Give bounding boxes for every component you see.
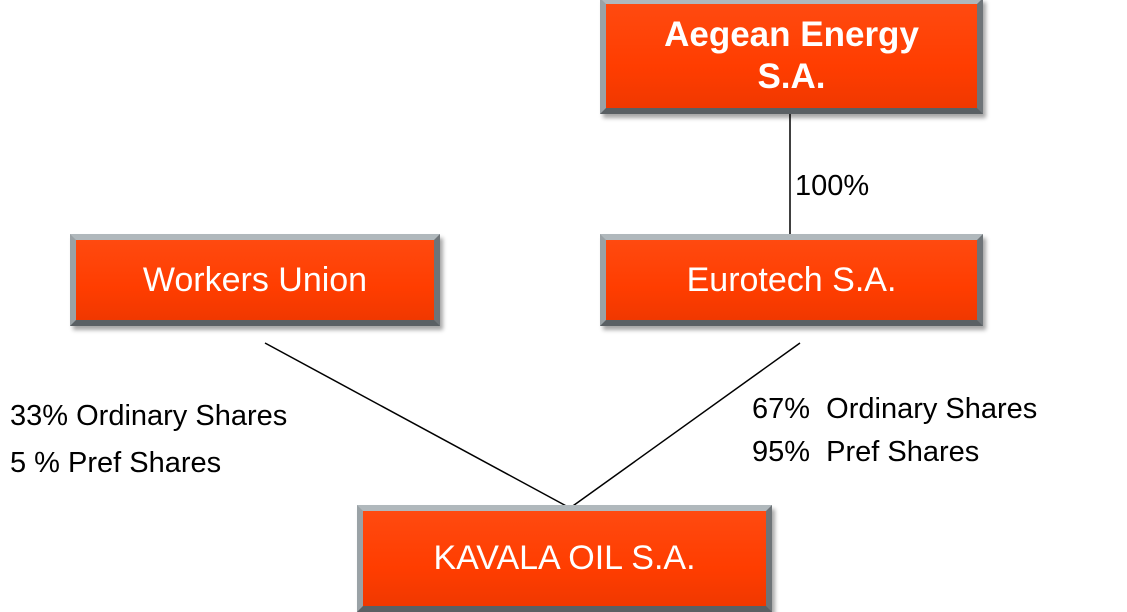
edge-line	[569, 342, 801, 509]
node-label: Aegean Energy S.A.	[664, 15, 919, 96]
node-box: Aegean Energy S.A.	[600, 0, 983, 114]
node-label: Eurotech S.A.	[686, 260, 897, 299]
node-label: Workers Union	[142, 260, 368, 299]
node-box: Workers Union	[70, 234, 440, 326]
edge-label: 67% Ordinary Shares	[752, 393, 1038, 425]
edge-label: 95% Pref Shares	[752, 436, 980, 468]
edge-label: 5 % Pref Shares	[10, 447, 222, 479]
node-box: Eurotech S.A.	[600, 234, 983, 326]
edge-label: 33% Ordinary Shares	[10, 400, 288, 432]
edge-line	[264, 342, 571, 509]
node-label: KAVALA OIL S.A.	[433, 539, 696, 578]
edge-label: 100%	[795, 170, 870, 202]
node-box: KAVALA OIL S.A.	[357, 505, 772, 612]
